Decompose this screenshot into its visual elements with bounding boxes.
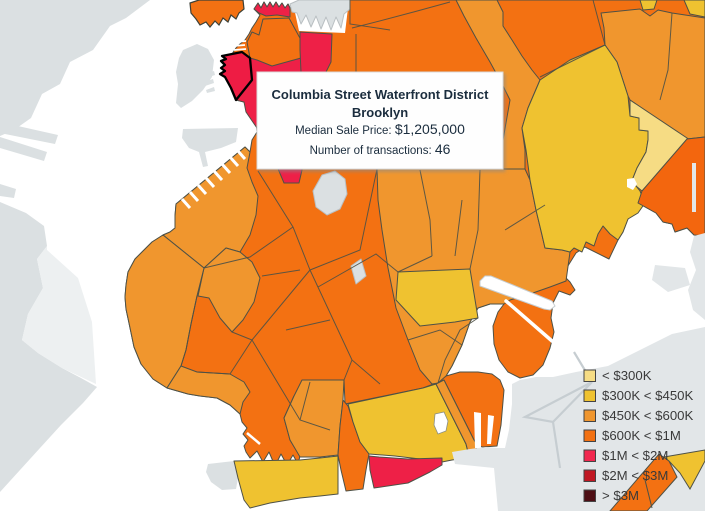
svg-text:$1M < $2M: $1M < $2M [602, 448, 668, 463]
svg-text:Number of transactions: 46: Number of transactions: 46 [310, 141, 451, 157]
svg-text:Columbia Street Waterfront Dis: Columbia Street Waterfront District [272, 87, 490, 102]
svg-text:< $300K: < $300K [602, 368, 652, 383]
svg-text:$300K < $450K: $300K < $450K [602, 388, 693, 403]
svg-text:Brooklyn: Brooklyn [352, 105, 408, 120]
svg-text:$2M < $3M: $2M < $3M [602, 468, 668, 483]
svg-text:Median Sale Price: $1,205,000: Median Sale Price: $1,205,000 [295, 121, 465, 137]
svg-text:> $3M: > $3M [602, 488, 639, 503]
svg-text:$600K < $1M: $600K < $1M [602, 428, 681, 443]
svg-text:$450K < $600K: $450K < $600K [602, 408, 693, 423]
